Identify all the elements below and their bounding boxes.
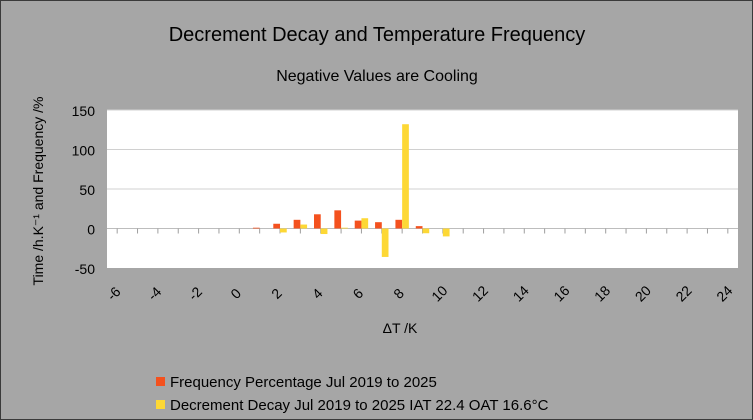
chart-title: Decrement Decay and Temperature Frequenc…: [169, 24, 586, 46]
x-tick-label: 2: [268, 285, 285, 302]
x-tick-label: 14: [510, 282, 532, 304]
x-axis-title: ΔT /K: [383, 320, 418, 336]
bar-decrement-decay: [361, 218, 369, 229]
bar-decrement-decay: [442, 228, 450, 237]
bar-frequency: [415, 226, 423, 229]
bar-frequency: [273, 223, 281, 229]
bar-decrement-decay: [381, 228, 389, 257]
x-tick-label: 16: [550, 282, 572, 304]
legend-label-decrement-decay: Decrement Decay Jul 2019 to 2025 IAT 22.…: [170, 397, 549, 414]
x-tick-label: 20: [632, 282, 654, 304]
bar-frequency: [293, 219, 301, 229]
x-tick-label: 12: [469, 282, 491, 304]
bar-frequency: [375, 222, 382, 229]
bar-decrement-decay: [341, 227, 348, 229]
x-tick-label: 18: [591, 282, 613, 304]
chart-subtitle: Negative Values are Cooling: [276, 68, 478, 85]
bar-decrement-decay: [300, 224, 308, 229]
bar-decrement-decay: [320, 228, 328, 235]
bar-decrement-decay: [422, 228, 430, 234]
legend-swatch-frequency: [156, 377, 165, 386]
x-tick-label: 0: [227, 285, 244, 302]
x-tick-label: 10: [428, 282, 450, 304]
y-tick-label: 100: [72, 143, 96, 159]
y-tick-label: 50: [79, 182, 95, 198]
x-tick-label: 4: [309, 285, 326, 302]
bar-decrement-decay: [402, 124, 409, 229]
bar-frequency: [252, 227, 260, 229]
bar-frequency: [334, 210, 342, 229]
x-tick-label: 6: [349, 285, 366, 302]
x-tick-labels: -6 -4 -2 0 2 4 6 8 10 12 14 16 18 20 22 24: [104, 282, 736, 304]
x-tick-label: -6: [104, 283, 124, 303]
x-tick-label: 22: [672, 282, 694, 304]
legend-label-frequency: Frequency Percentage Jul 2019 to 2025: [170, 374, 437, 391]
x-tick-label: -4: [144, 283, 164, 303]
gridlines: [107, 109, 738, 234]
legend-swatch-decrement-decay: [156, 400, 165, 409]
bar-frequency: [395, 219, 403, 229]
y-tick-label: 150: [72, 103, 96, 119]
bar-frequency: [354, 220, 362, 229]
x-tick-label: 8: [390, 285, 407, 302]
bars: [252, 124, 450, 257]
bar-frequency: [314, 214, 321, 229]
y-axis-title: Time /h.K⁻¹ and Frequency /%: [30, 97, 46, 286]
y-tick-label: 0: [87, 222, 95, 238]
legend: Frequency Percentage Jul 2019 to 2025 De…: [156, 374, 549, 414]
x-tick-label: 24: [713, 282, 735, 304]
y-tick-label: -50: [75, 261, 95, 277]
y-tick-labels: -50 0 50 100 150: [72, 103, 96, 277]
x-tick-label: -2: [185, 283, 205, 303]
bar-decrement-decay: [280, 228, 287, 233]
